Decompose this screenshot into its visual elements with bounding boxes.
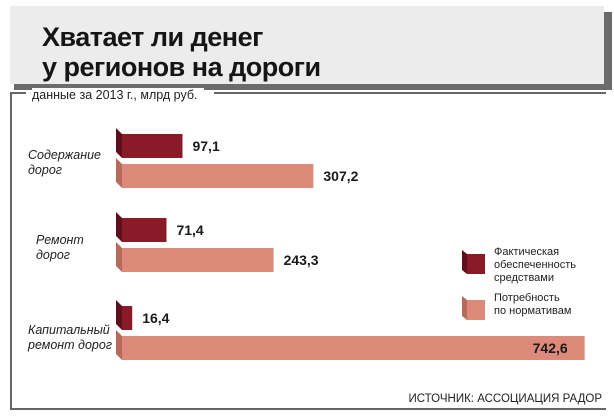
chart-title-line-1: Хватает ли денег xyxy=(42,22,263,52)
legend-label-0-line-0: Фактическая xyxy=(494,246,560,258)
legend-label-1: Потребность по нормативам xyxy=(494,292,571,318)
legend-swatch-side-1 xyxy=(462,296,467,320)
bar-need-1 xyxy=(122,248,274,272)
legend-swatch-0 xyxy=(467,254,485,274)
category-label-1-line-0: Ремонт xyxy=(36,233,84,247)
legend-label-0: Фактическая обеспеченность средствами xyxy=(494,246,576,285)
category-label-2-line-1: ремонт дорог xyxy=(28,338,112,352)
value-label-need-2: 742,6 xyxy=(532,340,568,356)
legend-label-1-line-1: по нормативам xyxy=(494,305,572,317)
category-label-1-line-1: дорог xyxy=(36,248,70,262)
category-label-1: Ремонт дорог xyxy=(36,233,84,263)
bar-need-0-side xyxy=(116,158,122,188)
value-label-actual-0: 97,1 xyxy=(192,138,220,154)
bar-need-2-side xyxy=(116,330,122,360)
bar-actual-0-side xyxy=(116,128,122,158)
bar-actual-2-side xyxy=(116,300,122,330)
value-label-actual-1: 71,4 xyxy=(176,222,204,238)
value-label-actual-2: 16,4 xyxy=(142,310,170,326)
legend-label-1-line-0: Потребность xyxy=(494,292,560,304)
bar-need-0 xyxy=(122,164,314,188)
title-box: Хватает ли денег у регионов на дороги xyxy=(10,6,604,84)
chart-subtitle: данные за 2013 г., млрд руб. xyxy=(32,88,204,102)
category-label-0: Содержание дорог xyxy=(28,148,101,178)
category-label-0-line-0: Содержание xyxy=(28,148,101,162)
bar-need-2 xyxy=(122,336,585,360)
category-label-2: Капитальный ремонт дорог xyxy=(28,323,112,353)
chart-frame-top-left xyxy=(10,92,26,94)
bar-actual-0 xyxy=(122,134,183,158)
legend-label-0-line-1: обеспеченность xyxy=(494,259,577,271)
bar-need-1-side xyxy=(116,242,122,272)
legend-swatch-side-0 xyxy=(462,250,467,274)
category-label-2-line-0: Капитальный xyxy=(28,323,110,337)
chart-frame-top-right xyxy=(214,92,606,94)
legend-swatch-1 xyxy=(467,300,485,320)
value-label-need-1: 243,3 xyxy=(283,252,319,268)
legend-label-0-line-2: средствами xyxy=(494,272,554,284)
chart-frame xyxy=(10,92,606,410)
bar-actual-2 xyxy=(122,306,133,330)
category-label-0-line-1: дорог xyxy=(28,163,62,177)
bar-actual-1-side xyxy=(116,212,122,242)
chart-title-line-2: у регионов на дороги xyxy=(42,52,321,82)
source-note: ИСТОЧНИК: АССОЦИАЦИЯ РАДОР xyxy=(408,393,602,405)
value-label-need-0: 307,2 xyxy=(323,168,359,184)
bar-actual-1 xyxy=(122,218,167,242)
